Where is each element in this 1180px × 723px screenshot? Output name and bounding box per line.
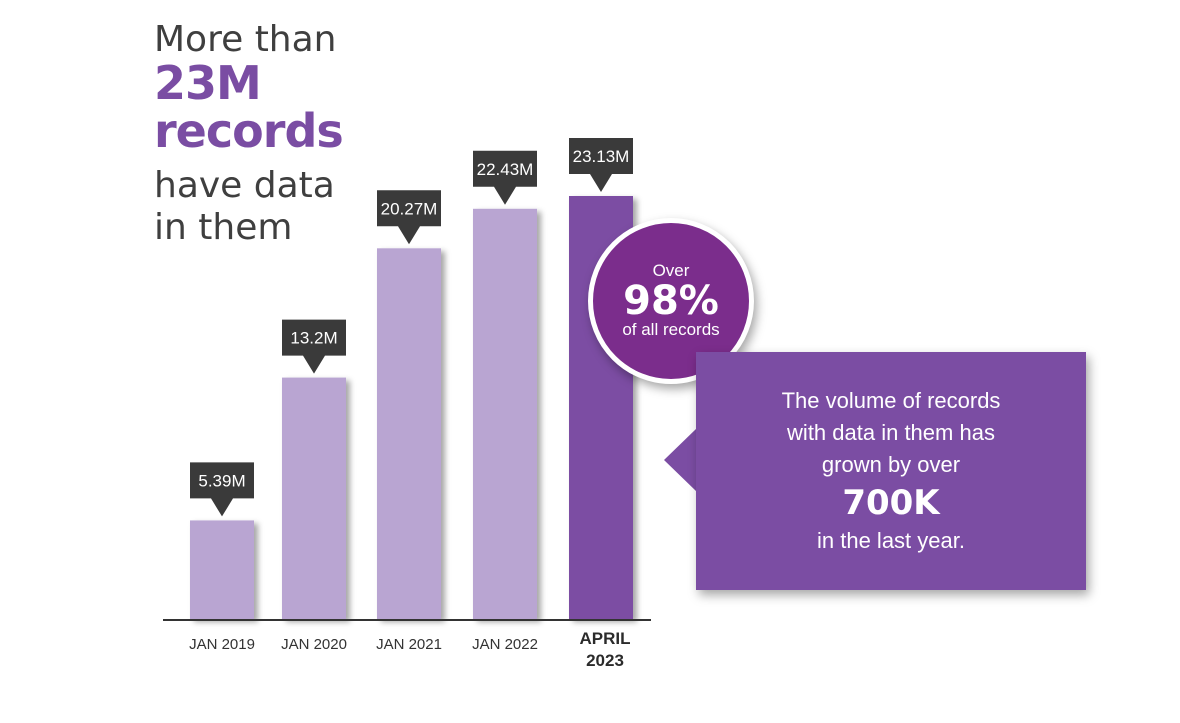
- callout-line-4: in the last year.: [817, 528, 965, 553]
- bar-value-label-box: [473, 150, 537, 205]
- x-tick-label: JAN 2022: [472, 636, 538, 653]
- bar-value-label-text: 13.2M: [290, 329, 337, 348]
- percent-badge-prefix: Over: [652, 261, 690, 281]
- bar-value-label-text: 20.27M: [381, 199, 438, 218]
- percent-badge-suffix: of all records: [622, 320, 720, 339]
- bar: [473, 208, 537, 619]
- bar: [282, 377, 346, 619]
- headline: More than 23M records have data in them: [154, 19, 344, 248]
- headline-intro: More than: [154, 19, 337, 60]
- bar-value-label-box: [569, 138, 633, 192]
- x-tick-label: JAN 2020: [281, 636, 347, 653]
- bar: [190, 520, 254, 619]
- bar-value-label: 5.39M: [190, 462, 254, 517]
- bar-value-label: 23.13M: [569, 138, 633, 192]
- bar-value-label: 13.2M: [282, 319, 346, 374]
- callout-pointer: [664, 428, 697, 492]
- x-tick-label: APRIL 2023: [580, 629, 631, 670]
- headline-have-data: have data: [154, 165, 335, 206]
- bar: [377, 248, 441, 619]
- headline-records: records: [154, 104, 344, 158]
- bar-value-label: 22.43M: [473, 150, 537, 205]
- x-tick-label: JAN 2019: [189, 636, 255, 653]
- headline-figure: 23M: [154, 56, 262, 110]
- bar-value-label-box: [190, 462, 254, 517]
- callout-box: The volume of records with data in them …: [696, 352, 1086, 590]
- callout-line-2: with data in them has: [787, 420, 995, 445]
- x-tick-label: JAN 2021: [376, 636, 442, 653]
- bar-value-label-text: 5.39M: [198, 471, 245, 490]
- callout-highlight-value: 700K: [842, 483, 940, 523]
- bar-value-label-box: [282, 319, 346, 374]
- callout-line-3: grown by over: [821, 452, 961, 477]
- percent-badge-value: 98%: [623, 278, 719, 324]
- bar-value-label: 20.27M: [377, 190, 441, 245]
- callout-line-1: The volume of records: [781, 388, 1001, 413]
- bar-value-label-box: [377, 190, 441, 245]
- bar-value-label-text: 22.43M: [477, 160, 534, 179]
- headline-in-them: in them: [154, 207, 293, 248]
- bar-value-label-text: 23.13M: [573, 147, 630, 166]
